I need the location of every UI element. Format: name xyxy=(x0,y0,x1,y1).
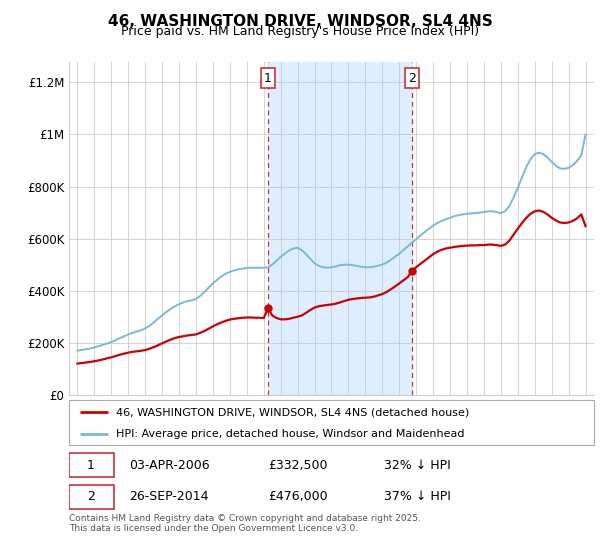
Text: 2: 2 xyxy=(408,72,416,85)
FancyBboxPatch shape xyxy=(69,454,113,477)
Text: 37% ↓ HPI: 37% ↓ HPI xyxy=(384,490,451,503)
Text: £476,000: £476,000 xyxy=(269,490,328,503)
Text: 46, WASHINGTON DRIVE, WINDSOR, SL4 4NS (detached house): 46, WASHINGTON DRIVE, WINDSOR, SL4 4NS (… xyxy=(116,407,470,417)
Text: 32% ↓ HPI: 32% ↓ HPI xyxy=(384,459,451,472)
Text: Contains HM Land Registry data © Crown copyright and database right 2025.
This d: Contains HM Land Registry data © Crown c… xyxy=(69,514,421,534)
Text: 1: 1 xyxy=(264,72,272,85)
Text: Price paid vs. HM Land Registry's House Price Index (HPI): Price paid vs. HM Land Registry's House … xyxy=(121,25,479,38)
Text: 26-SEP-2014: 26-SEP-2014 xyxy=(130,490,209,503)
Text: 1: 1 xyxy=(87,459,95,472)
Text: 2: 2 xyxy=(87,490,95,503)
Text: £332,500: £332,500 xyxy=(269,459,328,472)
Bar xyxy=(268,62,412,395)
Text: 03-APR-2006: 03-APR-2006 xyxy=(130,459,210,472)
Text: 46, WASHINGTON DRIVE, WINDSOR, SL4 4NS: 46, WASHINGTON DRIVE, WINDSOR, SL4 4NS xyxy=(107,14,493,29)
FancyBboxPatch shape xyxy=(69,400,594,445)
FancyBboxPatch shape xyxy=(69,485,113,508)
Text: HPI: Average price, detached house, Windsor and Maidenhead: HPI: Average price, detached house, Wind… xyxy=(116,428,465,438)
